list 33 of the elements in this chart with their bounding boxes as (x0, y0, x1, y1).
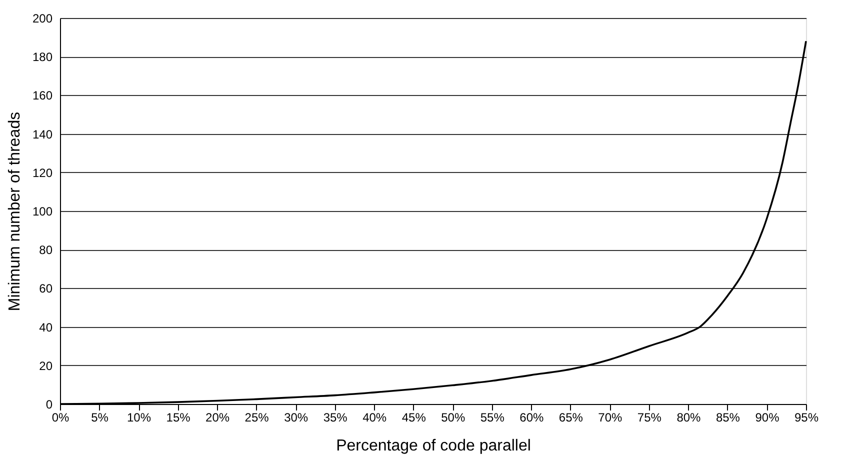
y-axis-title: Minimum number of threads (6, 112, 24, 312)
y-tick-label: 20 (39, 358, 53, 373)
x-tick-label: 90% (755, 410, 780, 424)
y-tick-label: 0 (46, 398, 53, 412)
x-tick-label: 70% (598, 410, 623, 424)
y-tick-label: 200 (32, 12, 53, 26)
x-tick-label: 30% (284, 410, 308, 424)
x-tick-label: 95% (794, 410, 819, 424)
y-tick-label: 120 (32, 166, 53, 180)
x-tick-label: 40% (362, 410, 387, 424)
x-tick-label: 5% (91, 410, 109, 424)
x-tick-label: 45% (402, 410, 426, 424)
y-tick-label: 160 (32, 88, 53, 103)
x-tick-label: 80% (676, 410, 702, 424)
x-tick-label: 25% (244, 410, 270, 424)
x-tick-label: 20% (206, 410, 230, 424)
y-tick-label: 40 (39, 320, 53, 334)
x-tick-label: 65% (558, 410, 584, 424)
y-tick-label: 100 (32, 204, 53, 218)
x-tick-label: 50% (441, 410, 466, 424)
x-tick-label: 0% (52, 410, 70, 424)
y-tick-label: 80 (39, 243, 53, 258)
y-tick-label: 180 (32, 50, 53, 64)
x-tick-label: 55% (480, 410, 505, 424)
x-axis-title: Percentage of code parallel (336, 438, 531, 454)
x-tick-label: 10% (127, 410, 152, 424)
y-tick-label: 60 (39, 282, 53, 296)
x-tick-label: 35% (323, 410, 348, 424)
x-tick-label: 60% (520, 410, 544, 424)
x-tick-label: 15% (166, 410, 191, 424)
x-tick-label: 85% (716, 410, 740, 424)
x-tick-label: 75% (637, 410, 662, 424)
y-tick-label: 140 (32, 127, 53, 142)
